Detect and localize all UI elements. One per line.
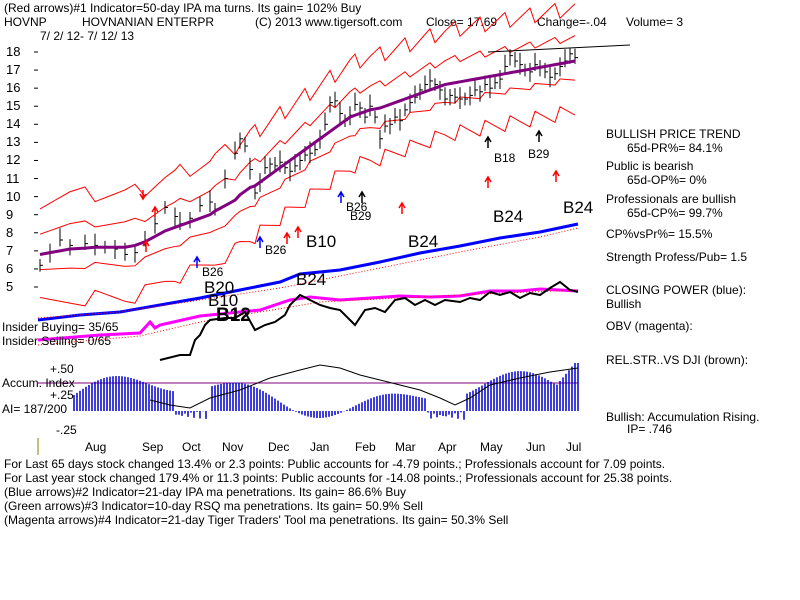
relative-strength-line xyxy=(159,280,579,361)
month-tick-label: Jan xyxy=(310,440,330,454)
price-tick-label: 11 xyxy=(6,170,20,186)
accum-status: Bullish: Accumulation Rising. xyxy=(606,410,760,424)
price-tick-label: 14 xyxy=(6,116,21,132)
closing-power-status: Bullish xyxy=(606,297,642,311)
trading-bands xyxy=(39,2,576,307)
month-tick-label: Oct xyxy=(182,440,201,454)
insider-selling: Insider Selling= 0/65 xyxy=(2,334,112,348)
signal-b26: B26 xyxy=(265,243,287,257)
month-tick-label: Jul xyxy=(566,440,582,454)
price-tick-label: 10 xyxy=(6,188,21,204)
public-status: Public is bearish xyxy=(606,159,694,173)
relstr-label: REL.STR..VS DJI (brown): xyxy=(606,353,749,367)
signal-b29: B29 xyxy=(350,209,372,223)
copyright: (C) 2013 www.tigersoft.com xyxy=(255,15,403,29)
footer-65day: For Last 65 days stock changed 13.4% or … xyxy=(4,457,666,471)
price-ticks xyxy=(34,51,38,288)
accum-tick: +.50 xyxy=(50,362,74,376)
signal-b12: B12 xyxy=(216,305,251,326)
closing-power-line xyxy=(37,222,579,322)
insider-buying: Insider Buying= 35/65 xyxy=(2,320,119,334)
signal-b24: B24 xyxy=(493,207,524,226)
closing-power-label: CLOSING POWER (blue): xyxy=(606,283,747,297)
signal-b26: B26 xyxy=(346,200,368,214)
blue-arrow xyxy=(193,190,345,268)
month-tick-label: Apr xyxy=(438,440,457,454)
ma-line xyxy=(39,59,576,256)
footer-blue-arrows: (Blue arrows)#2 Indicator=21-day IPA ma … xyxy=(4,485,406,499)
closing-power-ma xyxy=(37,227,579,319)
month-tick-label: Mar xyxy=(395,440,416,454)
lower-band xyxy=(39,78,576,271)
cp-stat: 65d-CP%= 99.7% xyxy=(627,206,723,220)
price-tick-label: 18 xyxy=(6,44,21,59)
obv-line xyxy=(37,287,579,342)
footer-magenta-arrows: (Magenta arrows)#4 Indicator=21-day Tige… xyxy=(4,513,509,527)
close-value: Close= 17.69 xyxy=(426,15,498,29)
accum-ma xyxy=(149,364,579,409)
change-value: Change=-.04 xyxy=(537,15,607,29)
signal-b24: B24 xyxy=(296,270,327,289)
signal-b29: B29 xyxy=(528,147,550,161)
month-tick-label: Sep xyxy=(142,440,164,454)
strength: Strength Profess/Pub= 1.5 xyxy=(606,250,748,264)
price-tick-label: 12 xyxy=(6,152,21,168)
trend-title: BULLISH PRICE TREND xyxy=(606,127,741,141)
signal-b10: B10 xyxy=(208,291,239,310)
month-tick-label: Jun xyxy=(526,440,546,454)
date-range: 7/ 2/ 12- 7/ 12/ 13 xyxy=(40,29,135,43)
indicator-1-title: (Red arrows)#1 Indicator=50-day IPA ma t… xyxy=(4,1,362,15)
accum-index-label: Accum. Index xyxy=(2,376,75,390)
ip-value: IP= .746 xyxy=(627,422,673,436)
obv-label: OBV (magenta): xyxy=(606,319,693,333)
price-tick-label: 6 xyxy=(6,260,14,276)
price-tick-label: 17 xyxy=(6,62,21,78)
signal-b24: B24 xyxy=(563,198,594,217)
month-tick-label: Aug xyxy=(85,440,107,454)
signal-b20: B20 xyxy=(204,278,235,297)
signal-b26: B26 xyxy=(202,265,224,279)
price-tick-label: 7 xyxy=(6,242,14,258)
price-tick-label: 16 xyxy=(6,80,21,96)
footer-green-arrows: (Green arrows)#3 Indicator=10-day RSQ ma… xyxy=(4,499,423,513)
month-tick-label: Feb xyxy=(355,440,376,454)
price-tick-label: 15 xyxy=(6,98,21,114)
accum-tick: -.25 xyxy=(56,423,77,437)
outer-upper-band xyxy=(39,2,576,210)
pr-stat: 65d-PR%= 84.1% xyxy=(627,141,723,155)
price-bars xyxy=(39,47,578,272)
red-arrow xyxy=(139,169,560,252)
price-tick-label: 9 xyxy=(6,206,14,222)
resistance-line xyxy=(487,44,631,53)
month-tick-label: May xyxy=(480,440,503,454)
month-tick-label: Nov xyxy=(222,440,244,454)
op-stat: 65d-OP%= 0% xyxy=(627,173,707,187)
volume-value: Volume= 3 xyxy=(626,15,684,29)
pros-status: Professionals are bullish xyxy=(606,192,737,206)
price-tick-label: 5 xyxy=(6,279,14,294)
outer-lower-band xyxy=(39,106,576,307)
footer-year: For Last year stock changed 179.4% or 11… xyxy=(4,471,673,485)
accumulation-bars xyxy=(73,363,579,420)
price-tick-label: 13 xyxy=(6,134,21,150)
upper-band xyxy=(39,35,576,235)
moving-average xyxy=(39,59,576,256)
signal-b18: B18 xyxy=(494,151,516,165)
signal-b10: B10 xyxy=(306,232,337,251)
cpvspr: CP%vsPr%= 15.5% xyxy=(606,227,713,241)
month-tick-label: Dec xyxy=(268,440,290,454)
accum-tick: +.25 xyxy=(50,388,74,402)
black-arrow xyxy=(358,129,543,203)
ai-value: AI= 187/200 xyxy=(2,402,68,416)
company-name: HOVNANIAN ENTERPR xyxy=(82,15,215,29)
price-tick-label: 8 xyxy=(6,224,14,240)
symbol: HOVNP xyxy=(4,15,47,29)
signal-b24: B24 xyxy=(408,232,439,251)
